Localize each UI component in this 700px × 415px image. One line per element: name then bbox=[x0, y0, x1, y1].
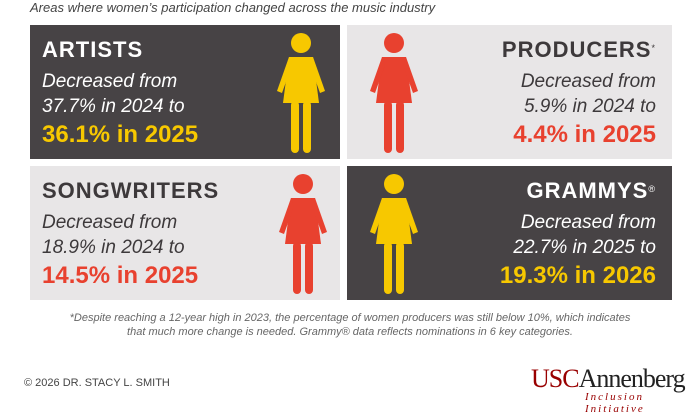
usc-annenberg-logo: USCAnnenberg bbox=[531, 364, 686, 393]
panel-highlight: 19.3% in 2026 bbox=[499, 262, 656, 289]
woman-icon bbox=[370, 174, 418, 294]
footnote: *Despite reaching a 12-year high in 2023… bbox=[69, 312, 631, 338]
woman-icon bbox=[279, 174, 327, 294]
woman-icon bbox=[370, 33, 418, 153]
panel-description: Decreased from 18.9% in 2024 to bbox=[42, 212, 185, 258]
panel-title: GRAMMYS® bbox=[526, 178, 656, 203]
subtitle: Areas where women’s participation change… bbox=[30, 0, 436, 15]
panel-title: PRODUCERS* bbox=[501, 37, 656, 62]
panel-title: ARTISTS bbox=[42, 37, 144, 62]
panel-description: Decreased from 5.9% in 2024 to bbox=[520, 71, 656, 117]
panel-songwriters: SONGWRITERS Decreased from 18.9% in 2024 … bbox=[30, 166, 340, 300]
panel-highlight: 4.4% in 2025 bbox=[513, 121, 656, 148]
panel-artists: ARTISTS Decreased from 37.7% in 2024 to 3… bbox=[30, 25, 340, 159]
woman-icon bbox=[277, 33, 325, 153]
panel-producers: PRODUCERS* Decreased from 5.9% in 2024 to… bbox=[347, 25, 672, 159]
panel-grammys: GRAMMYS® Decreased from 22.7% in 2025 to … bbox=[347, 166, 672, 300]
panel-highlight: 36.1% in 2025 bbox=[42, 121, 199, 148]
panel-highlight: 14.5% in 2025 bbox=[42, 262, 199, 289]
panel-description: Decreased from 37.7% in 2024 to bbox=[42, 71, 185, 117]
panel-title: SONGWRITERS bbox=[42, 178, 220, 203]
copyright: © 2026 DR. STACY L. SMITH bbox=[24, 377, 170, 389]
panel-description: Decreased from 22.7% in 2025 to bbox=[513, 212, 656, 258]
inclusion-initiative-label: Inclusion Initiative bbox=[585, 391, 645, 415]
